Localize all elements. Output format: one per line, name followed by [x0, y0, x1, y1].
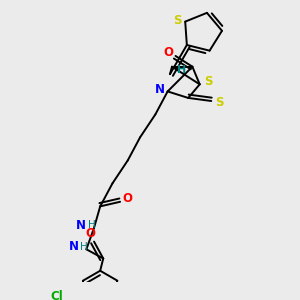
Text: S: S: [204, 75, 212, 88]
Text: O: O: [123, 192, 133, 205]
Text: O: O: [164, 46, 174, 59]
Text: S: S: [173, 14, 182, 27]
Text: H: H: [177, 65, 186, 75]
Text: S: S: [216, 96, 224, 109]
Text: N: N: [68, 240, 79, 253]
Text: Cl: Cl: [50, 290, 63, 300]
Text: H: H: [80, 242, 88, 252]
Text: N: N: [76, 219, 86, 232]
Text: O: O: [85, 227, 95, 241]
Text: N: N: [155, 83, 165, 96]
Text: H: H: [88, 220, 95, 230]
